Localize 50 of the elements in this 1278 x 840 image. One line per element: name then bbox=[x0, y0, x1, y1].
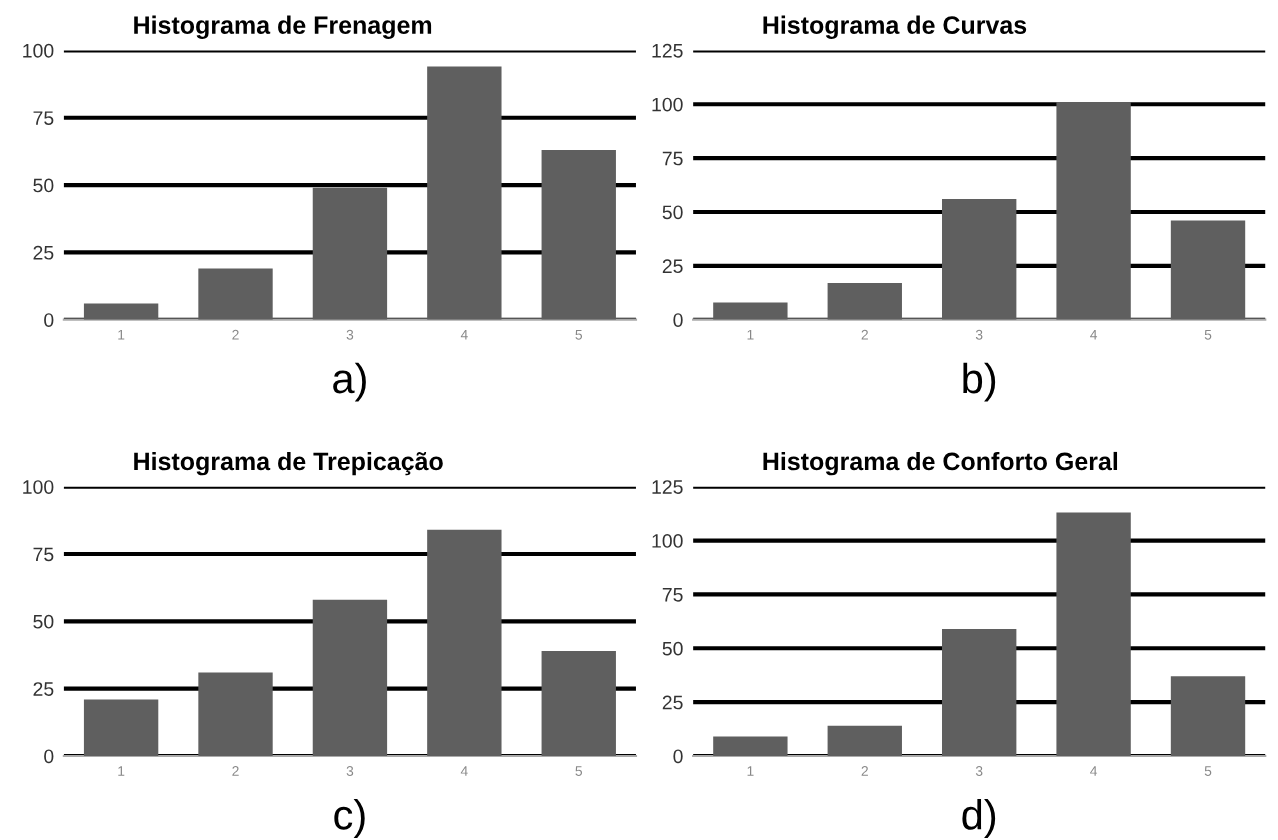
bar bbox=[827, 283, 902, 320]
bar bbox=[427, 529, 502, 756]
text: b) bbox=[963, 362, 996, 402]
y-tick-label: 75 bbox=[33, 547, 54, 562]
chart-title: Histograma de Trepicação bbox=[134, 451, 443, 476]
bar bbox=[198, 672, 273, 756]
bar bbox=[198, 268, 273, 320]
chart-title: Histograma de Curvas bbox=[763, 15, 1027, 40]
bar bbox=[312, 187, 388, 320]
bar bbox=[1170, 676, 1246, 756]
bar bbox=[1056, 512, 1131, 756]
y-tick-label: 50 bbox=[33, 178, 54, 193]
y-tick-label: 125 bbox=[652, 43, 683, 58]
y-tick-label: 25 bbox=[33, 682, 54, 696]
y-tick-label: 0 bbox=[673, 749, 683, 764]
text: d) bbox=[962, 799, 996, 838]
y-tick-label: 100 bbox=[23, 43, 54, 58]
y-tick-label: 0 bbox=[44, 313, 54, 327]
y-tick-label: 75 bbox=[33, 111, 54, 125]
bar bbox=[827, 725, 902, 756]
y-tick-label: 75 bbox=[662, 151, 683, 166]
bar bbox=[713, 736, 788, 756]
y-tick-label: 0 bbox=[673, 313, 683, 327]
y-tick-label: 100 bbox=[652, 97, 683, 112]
y-tick-label: 0 bbox=[44, 749, 54, 764]
bar bbox=[541, 150, 616, 320]
bar bbox=[1170, 220, 1246, 320]
y-tick-label: 100 bbox=[652, 534, 683, 548]
y-tick-label: 125 bbox=[652, 480, 683, 494]
y-tick-label: 25 bbox=[662, 259, 683, 274]
bar bbox=[942, 199, 1017, 320]
bar bbox=[83, 303, 159, 320]
y-tick-label: 25 bbox=[33, 245, 54, 260]
y-tick-label: 100 bbox=[23, 480, 54, 494]
text: a) bbox=[333, 362, 366, 402]
text: c) bbox=[334, 799, 365, 838]
bar bbox=[427, 66, 502, 320]
y-tick-label: 75 bbox=[662, 588, 683, 602]
y-tick-label: 25 bbox=[662, 695, 683, 710]
chart-title: Histograma de Conforto Geral bbox=[763, 451, 1118, 476]
bar bbox=[713, 302, 788, 320]
bar bbox=[541, 650, 616, 756]
y-tick-label: 50 bbox=[662, 205, 683, 220]
chart-title: Histograma de Frenagem bbox=[134, 15, 432, 40]
bar bbox=[312, 599, 388, 756]
bar bbox=[942, 628, 1017, 756]
bar bbox=[83, 699, 159, 756]
y-tick-label: 50 bbox=[662, 641, 683, 656]
bar bbox=[1056, 102, 1131, 320]
y-tick-label: 50 bbox=[33, 614, 54, 629]
